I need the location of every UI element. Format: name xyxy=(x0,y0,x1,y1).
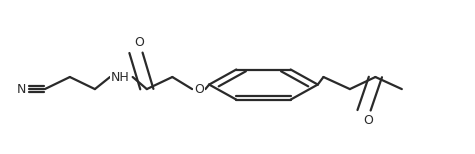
Text: O: O xyxy=(363,114,373,127)
Text: N: N xyxy=(17,83,26,96)
Text: O: O xyxy=(194,83,204,96)
Text: NH: NH xyxy=(111,71,130,83)
Text: O: O xyxy=(134,36,144,49)
